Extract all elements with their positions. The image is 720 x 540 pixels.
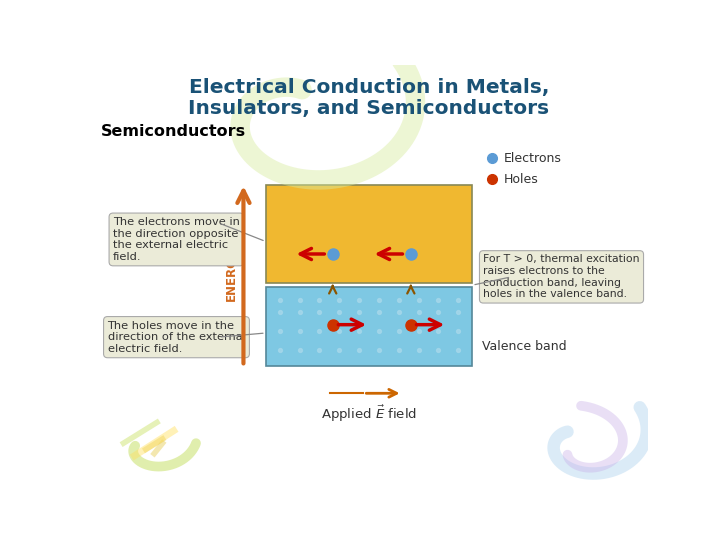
Text: Valence band: Valence band <box>482 340 567 353</box>
Text: Insulators, and Semiconductors: Insulators, and Semiconductors <box>189 99 549 118</box>
Text: Conduction band: Conduction band <box>482 260 589 273</box>
Text: The electrons move in
the direction opposite
the external electric
field.: The electrons move in the direction oppo… <box>113 217 240 262</box>
Bar <box>266 185 472 283</box>
Text: The holes move in the
direction of the external
electric field.: The holes move in the direction of the e… <box>107 321 246 354</box>
Text: Applied $\vec{E}$ field: Applied $\vec{E}$ field <box>321 404 417 424</box>
Text: For T > 0, thermal excitation
raises electrons to the
conduction band, leaving
h: For T > 0, thermal excitation raises ele… <box>483 254 640 299</box>
Text: Electrons: Electrons <box>503 152 562 165</box>
Text: Holes: Holes <box>503 173 539 186</box>
Bar <box>266 287 472 366</box>
Text: Semiconductors: Semiconductors <box>101 124 246 139</box>
Text: Electrical Conduction in Metals,: Electrical Conduction in Metals, <box>189 78 549 97</box>
Text: ENERGY: ENERGY <box>225 248 238 301</box>
